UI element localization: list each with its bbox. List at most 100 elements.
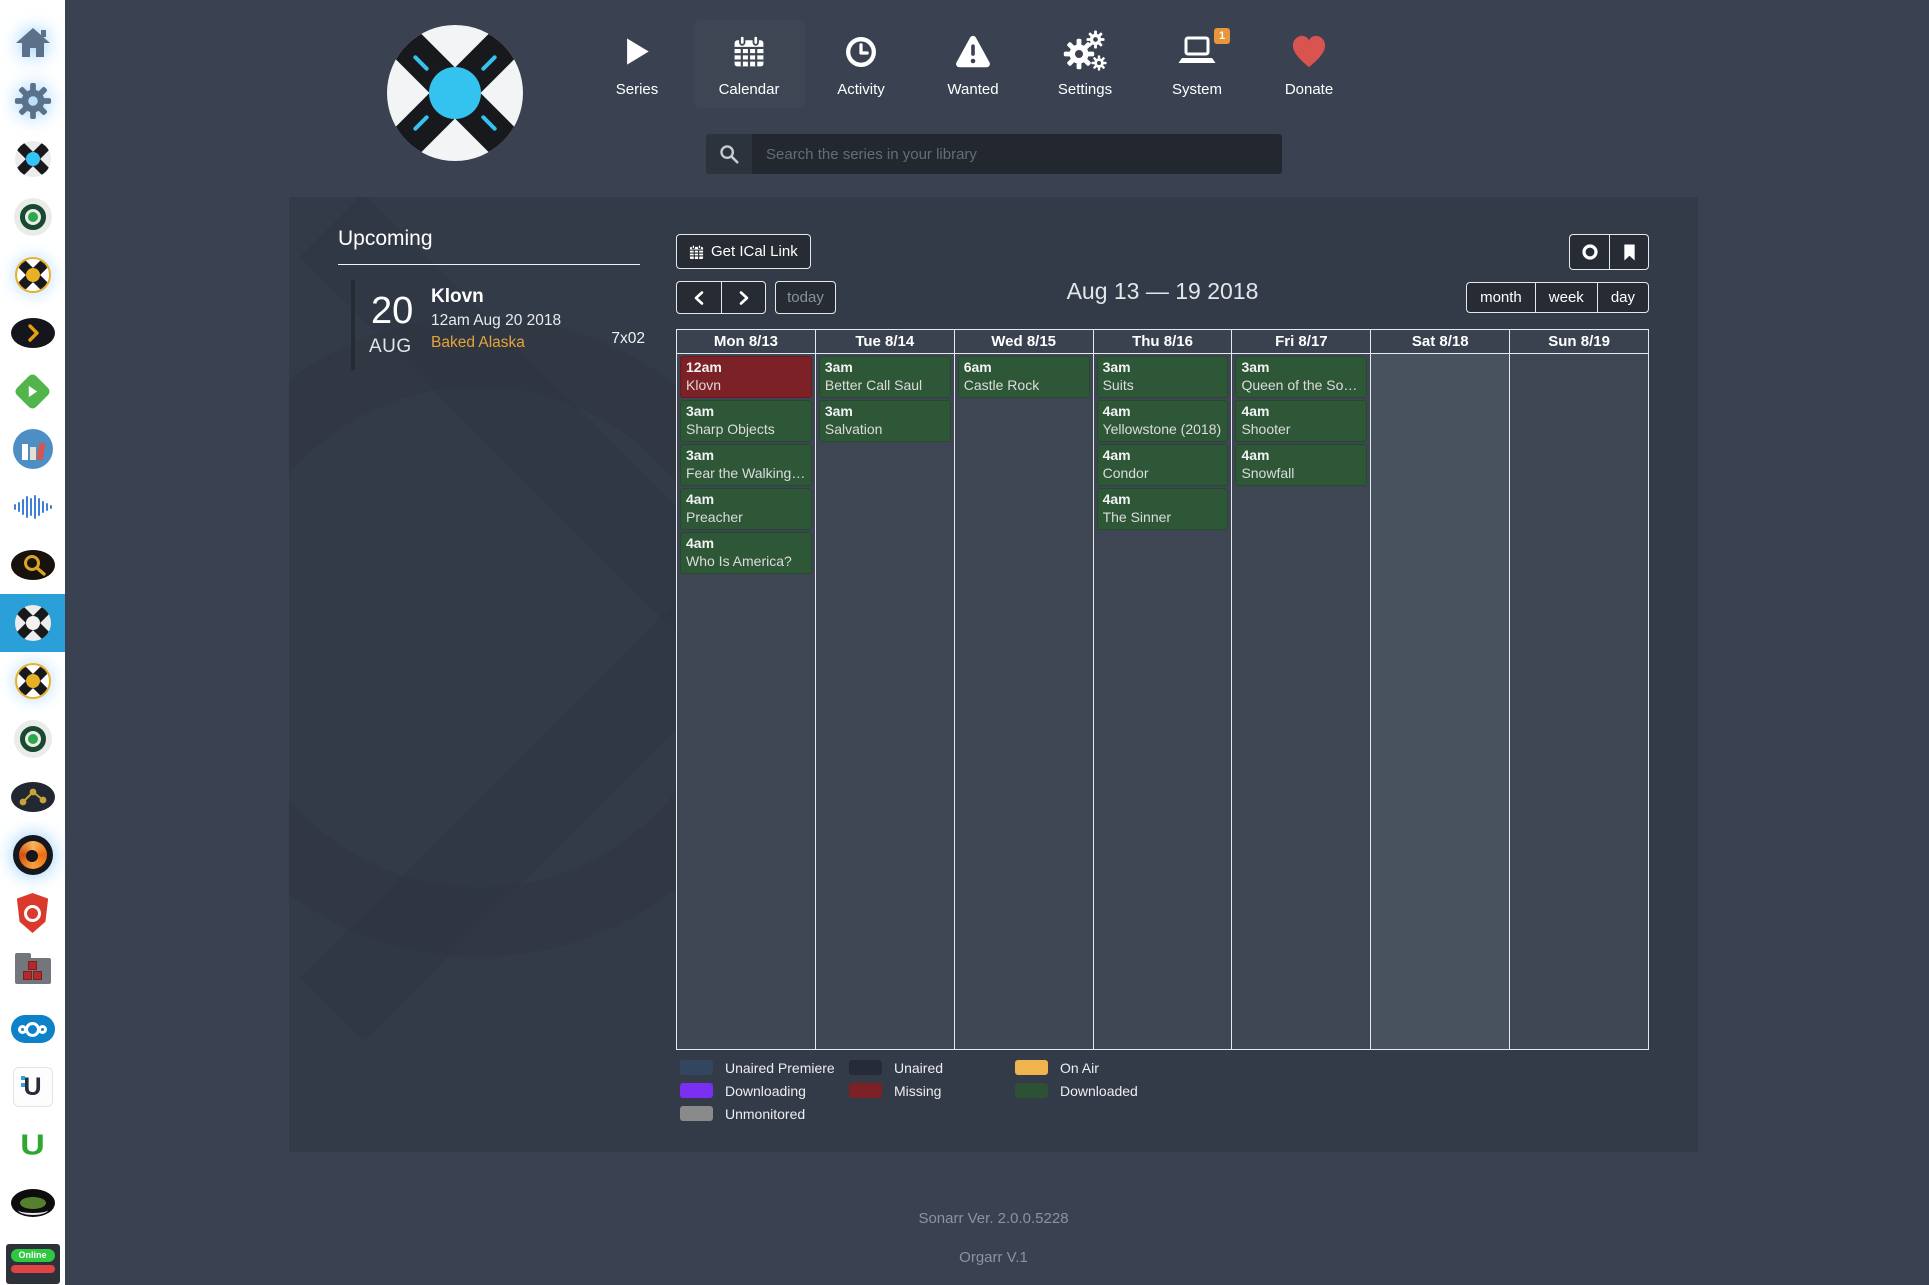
calendar-event[interactable]: 4am Who Is America? — [680, 532, 812, 574]
calendar-event[interactable]: 4am The Sinner — [1096, 488, 1229, 530]
calendar-small-icon — [689, 244, 704, 259]
calendar-legend: Unaired Premiere Unaired On Air Download… — [680, 1058, 1138, 1123]
legend-label: Downloading — [725, 1082, 806, 1099]
event-time: 4am — [1102, 447, 1131, 463]
tab-settings[interactable]: Settings — [1029, 20, 1141, 108]
sidebar-item-emby[interactable] — [0, 362, 65, 420]
circle-filter-button[interactable] — [1569, 234, 1609, 270]
legend-swatch — [680, 1083, 713, 1098]
search-input[interactable] — [752, 134, 1282, 174]
gear-icon — [14, 82, 51, 120]
event-time: 12am — [686, 359, 722, 375]
legend-item: Unaired Premiere — [680, 1058, 849, 1077]
sidebar-item-indexer-search[interactable] — [0, 536, 65, 594]
calendar-event[interactable]: 3am Queen of the South — [1235, 356, 1368, 398]
sidebar-item-yellow-x-2[interactable] — [0, 652, 65, 710]
event-time: 4am — [1102, 403, 1131, 419]
tab-series[interactable]: Series — [581, 20, 693, 108]
sidebar-item-unifi[interactable]: U — [0, 1058, 65, 1116]
day-header: Sat 8/18 — [1371, 330, 1511, 353]
calendar-event[interactable]: 4am Yellowstone (2018) — [1096, 400, 1229, 442]
event-time: 3am — [686, 403, 715, 419]
day-column-wed: 6am Castle Rock — [954, 354, 1094, 1049]
search-icon — [706, 134, 752, 174]
sidebar-item-folder-cubes[interactable] — [0, 942, 65, 1000]
legend-item: Downloaded — [1015, 1081, 1138, 1100]
event-time: 3am — [824, 359, 853, 375]
view-week-button[interactable]: week — [1534, 282, 1597, 313]
calendar-header-row: Mon 8/13 Tue 8/14 Wed 8/15 Thu 8/16 Fri … — [677, 330, 1649, 353]
calendar-event[interactable]: 12am Klovn — [680, 356, 812, 398]
calendar-event[interactable]: 4am Condor — [1096, 444, 1229, 486]
legend-item: Unaired — [849, 1058, 1015, 1077]
view-switcher: month week day — [1466, 282, 1649, 313]
sidebar-item-node-graph[interactable] — [0, 768, 65, 826]
sidebar-item-home[interactable] — [0, 14, 65, 72]
sidebar-item-sonarr-active[interactable] — [0, 594, 65, 652]
legend-item: On Air — [1015, 1058, 1138, 1077]
node-graph-icon — [10, 782, 55, 812]
calendar-event[interactable]: 3am Fear the Walking D... — [680, 444, 812, 486]
prev-week-button[interactable] — [676, 281, 721, 314]
bookmark-filter-button[interactable] — [1609, 234, 1649, 270]
sidebar-item-waveform[interactable] — [0, 478, 65, 536]
event-time: 3am — [824, 403, 853, 419]
calendar-event[interactable]: 4am Preacher — [680, 488, 812, 530]
sonarr-logo-icon — [14, 141, 51, 177]
tab-wanted[interactable]: Wanted — [917, 20, 1029, 108]
day-header: Fri 8/17 — [1232, 330, 1372, 353]
tab-activity[interactable]: Activity — [805, 20, 917, 108]
today-button[interactable]: today — [775, 281, 836, 314]
sidebar-item-green-sync[interactable] — [0, 188, 65, 246]
tab-label: Series — [615, 81, 659, 98]
legend-swatch — [680, 1060, 713, 1075]
sidebar-item-green-sync-2[interactable] — [0, 710, 65, 768]
tab-calendar[interactable]: Calendar — [693, 20, 805, 108]
day-header: Mon 8/13 — [677, 330, 816, 353]
next-week-button[interactable] — [721, 281, 766, 314]
event-title: Preacher — [686, 509, 743, 525]
get-ical-link-button[interactable]: Get ICal Link — [676, 234, 811, 269]
bookmark-icon — [1623, 244, 1635, 260]
footer-orgarr: Orgarr V.1 — [959, 1249, 1028, 1266]
legend-swatch — [1015, 1060, 1048, 1075]
view-day-button[interactable]: day — [1596, 282, 1649, 313]
day-column-thu: 3am Suits 4am Yellowstone (2018) 4am Con… — [1093, 354, 1233, 1049]
sidebar-item-grafana[interactable] — [0, 826, 65, 884]
view-month-button[interactable]: month — [1466, 282, 1535, 313]
tab-system[interactable]: 1 System — [1141, 20, 1253, 108]
upcoming-episode-card[interactable]: 20 AUG Klovn 12am Aug 20 2018 Baked Alas… — [351, 280, 651, 370]
sidebar-item-black-oval[interactable] — [0, 1174, 65, 1232]
sidebar-item-shield[interactable] — [0, 884, 65, 942]
black-oval-icon — [10, 1189, 55, 1217]
calendar-event[interactable]: 3am Salvation — [818, 400, 951, 442]
chevron-right-icon — [739, 290, 748, 305]
event-title: Salvation — [824, 421, 883, 437]
calendar-event[interactable]: 3am Suits — [1096, 356, 1229, 398]
day-column-fri: 3am Queen of the South 4am Shooter 4am S… — [1232, 354, 1372, 1049]
offline-status-badge — [10, 1265, 55, 1273]
sidebar-item-green-u[interactable]: U — [0, 1116, 65, 1174]
calendar-event[interactable]: 3am Sharp Objects — [680, 400, 812, 442]
day-column-sun — [1510, 354, 1649, 1049]
gears-icon — [1063, 28, 1107, 76]
sidebar-status[interactable]: Online — [0, 1244, 65, 1284]
calendar-event[interactable]: 4am Shooter — [1235, 400, 1368, 442]
green-u-icon: U — [20, 1128, 45, 1161]
sidebar-item-settings[interactable] — [0, 72, 65, 130]
tab-donate[interactable]: Donate — [1253, 20, 1365, 108]
sidebar-item-library[interactable] — [0, 420, 65, 478]
calendar-event[interactable]: 4am Snowfall — [1235, 444, 1368, 486]
event-title: Shooter — [1241, 421, 1291, 437]
sidebar-item-nextcloud[interactable] — [0, 1000, 65, 1058]
calendar-event[interactable]: 3am Better Call Saul — [818, 356, 951, 398]
calendar: Get ICal Link today Aug 13 — 19 2018 mon… — [676, 234, 1649, 1124]
sidebar-item-plex[interactable] — [0, 304, 65, 362]
sidebar-item-yellow-x[interactable] — [0, 246, 65, 304]
legend-swatch — [1015, 1083, 1048, 1098]
upcoming-episode-number: 7x02 — [611, 330, 645, 347]
nextcloud-icon — [10, 1015, 55, 1043]
calendar-event[interactable]: 6am Castle Rock — [957, 356, 1090, 398]
sidebar-item-sonarr[interactable] — [0, 130, 65, 188]
